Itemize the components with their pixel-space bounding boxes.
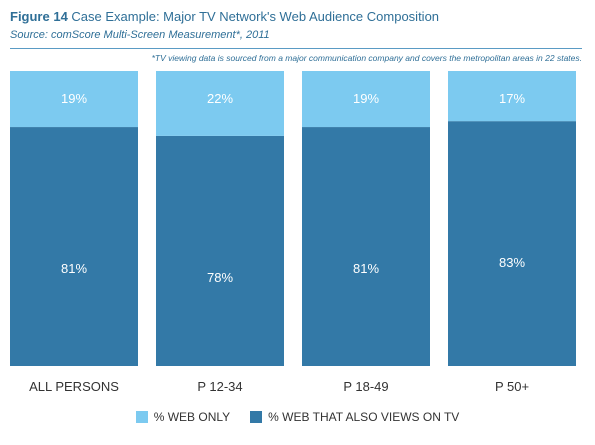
title-divider	[10, 48, 582, 49]
data-label-p-12-34-web-and-tv: 78%	[207, 270, 233, 285]
bar-all-persons-web-and-tv	[10, 127, 138, 366]
legend-swatch-web-only	[135, 411, 148, 423]
chart-source: Source: comScore Multi-Screen Measuremen…	[10, 29, 270, 41]
legend-item-web-only: % WEB ONLY	[135, 410, 231, 424]
data-label-p-18-49-web-and-tv: 81%	[353, 261, 379, 276]
bar-p-50-web-and-tv	[448, 121, 576, 367]
category-label-p-50: P 50+	[495, 379, 529, 394]
legend-label-web-only: % WEB ONLY	[153, 410, 231, 424]
chart-legend: % WEB ONLY % WEB THAT ALSO VIEWS ON TV	[0, 410, 595, 424]
data-label-p-18-49-web-only: 19%	[353, 91, 379, 106]
legend-item-web-and-tv: % WEB THAT ALSO VIEWS ON TV	[250, 410, 459, 424]
legend-label-web-and-tv: % WEB THAT ALSO VIEWS ON TV	[268, 410, 460, 424]
data-label-all-persons-web-and-tv: 81%	[61, 261, 87, 276]
category-label-all-persons: ALL PERSONS	[29, 379, 119, 394]
data-label-p-50-web-only: 17%	[499, 91, 525, 106]
category-label-p-12-34: P 12-34	[197, 379, 242, 394]
figure-number: Figure 14	[10, 9, 68, 24]
data-label-all-persons-web-only: 19%	[61, 91, 87, 106]
data-label-p-50-web-and-tv: 83%	[499, 255, 525, 270]
bar-p-50-web-only	[448, 71, 576, 122]
chart-footnote: *TV viewing data is sourced from a major…	[151, 53, 582, 63]
legend-swatch-web-and-tv	[250, 411, 263, 423]
bar-p-12-34-web-only	[156, 71, 284, 136]
category-label-p-18-49: P 18-49	[343, 379, 388, 394]
bar-p-18-49-web-only	[302, 71, 430, 128]
data-label-p-12-34-web-only: 22%	[207, 91, 233, 106]
bar-all-persons-web-only	[10, 71, 138, 128]
stacked-bar-chart: 81% 19% ALL PERSONS 78% 22% P 12-34 81% 19% P 18…	[10, 71, 576, 394]
figure-title: Case Example: Major TV Network's Web Aud…	[71, 9, 440, 24]
bar-p-12-34-web-and-tv	[156, 135, 284, 366]
chart-title: Figure 14 Case Example: Major TV Network…	[10, 9, 439, 24]
bar-p-18-49-web-and-tv	[302, 127, 430, 366]
